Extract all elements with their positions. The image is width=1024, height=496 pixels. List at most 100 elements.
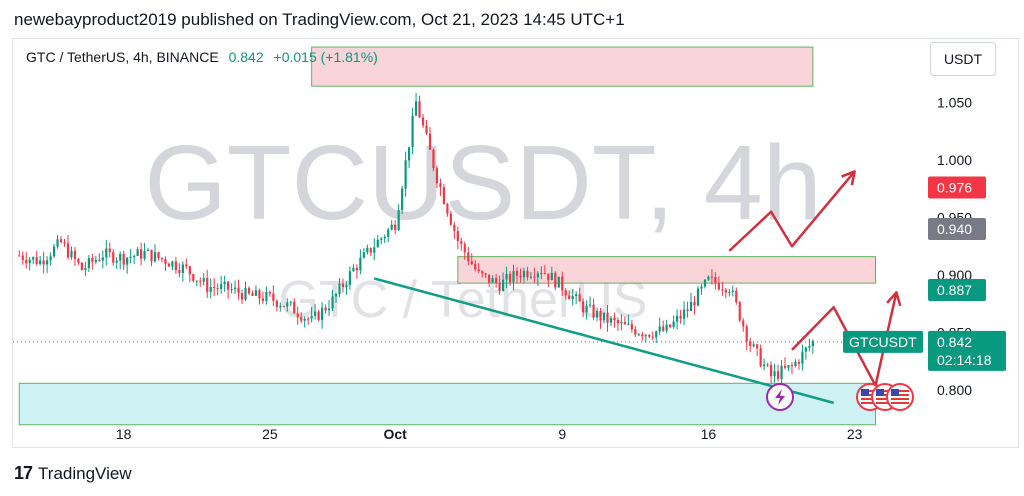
candle-body [293,301,296,314]
candle-body [80,262,84,270]
projection-upper[interactable] [728,170,856,252]
price-level-badge[interactable] [928,218,986,240]
candle-body [42,260,45,265]
candle-body [369,247,372,253]
candle-body [526,270,529,278]
candle-body [501,279,505,291]
candle-body [790,365,794,367]
candle-body [446,203,449,214]
candle-body [192,274,195,281]
candle-body [265,292,268,302]
candle-body [707,276,710,280]
candle-body [77,259,80,263]
price-axis-label: 1.050 [937,94,972,110]
candle-body [112,252,115,263]
candle-body [797,361,801,364]
candle-body [359,257,362,271]
price-level-badge-label: 0.976 [937,180,972,196]
candle-body [728,291,731,293]
candle-body [21,255,24,260]
candle-body [512,270,515,283]
candle-body [780,365,783,379]
candle-body [383,236,386,239]
price-level-badge[interactable] [928,279,986,302]
currency-button[interactable]: USDT [930,42,996,76]
candle-body [428,133,432,150]
candle-body [749,341,752,347]
candle-body [404,160,407,189]
flag-stripe [876,394,894,396]
candle-body [689,301,693,312]
symbol-price-tag[interactable] [843,330,923,353]
candle-body [258,290,261,299]
candle-body [233,287,237,290]
candle-body [710,276,714,278]
candle-body [585,305,588,313]
candle-body [275,300,278,307]
candle-body [167,263,171,267]
candle-body [662,326,665,331]
support-zone[interactable] [18,382,876,426]
candle-body [220,284,223,289]
flag-stripe [891,398,909,400]
candle-body [488,274,491,283]
candle-body [606,312,609,323]
candle-body [387,229,390,237]
projection-lower-arrowhead [886,291,902,307]
flag-stripe [891,394,909,396]
candle-body [651,336,654,338]
candle-body [303,318,306,321]
candle-body [801,351,804,364]
candle-body [108,248,111,253]
candle-body [223,281,226,285]
price-level-badge-label: 0.940 [937,221,972,237]
candle-body [592,304,595,318]
time-axis-label: 25 [262,426,278,442]
candle-body [119,253,122,261]
candle-body [32,257,35,260]
candle-body [599,310,602,321]
candle-body [300,317,303,321]
descending-trendline[interactable] [373,277,835,405]
candle-body [418,101,421,118]
candle-body [56,239,59,247]
candle-body [380,238,383,240]
candle-body [717,283,720,290]
symbol-price-tag-label: GTCUSDT [849,334,917,350]
candle-body [700,286,703,289]
symbol-legend[interactable]: GTC / TetherUS, 4h, BINANCE 0.842 +0.015… [26,49,378,65]
price-level-badge[interactable] [928,176,986,199]
candle-body [561,276,564,291]
tradingview-logo[interactable]: 17 TradingView [14,463,132,484]
candle-body [808,346,811,348]
candle-body [279,306,282,308]
candle-body [578,294,581,302]
time-axis-label: 9 [558,426,566,442]
candle-body [495,278,498,283]
us-flag-icon[interactable] [886,383,914,411]
resistance-top-zone[interactable] [311,46,814,87]
candle-body [66,243,70,258]
flag-canton [876,389,884,396]
candle-body [28,259,31,264]
candle-body [554,272,557,288]
candle-body [477,269,480,272]
candle-body [94,260,97,262]
candle-body [185,264,188,267]
candle-body [320,307,324,320]
candle-body [324,307,327,311]
candle-body [515,270,519,276]
candle-body [237,287,240,294]
flag-stripe [861,390,879,392]
candle-body [98,260,101,262]
time-axis-label: 23 [847,426,863,442]
current-price-badge[interactable] [928,330,1006,371]
candle-body [46,260,49,265]
candle-body [752,344,755,347]
candle-body [456,231,459,242]
candle-body [397,209,400,231]
candle-body [59,239,63,243]
candle-body [334,294,338,297]
